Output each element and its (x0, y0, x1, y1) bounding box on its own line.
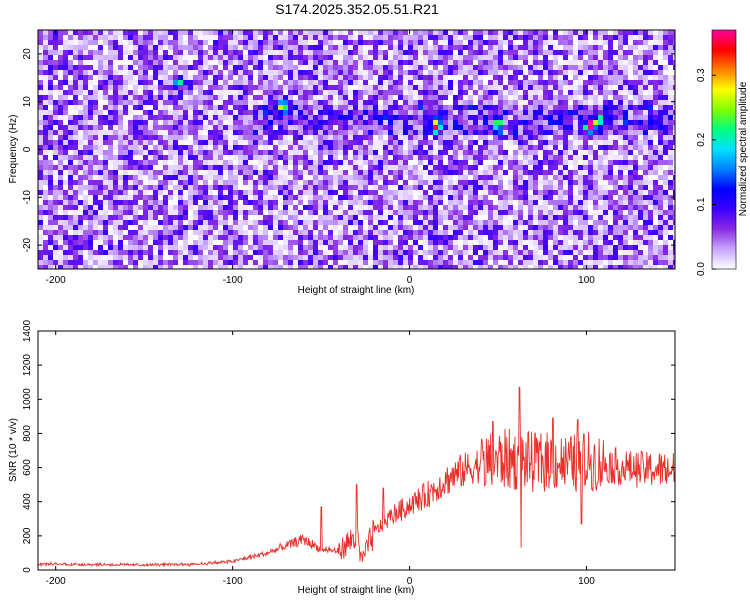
heatmap-x-tick-label: 0 (407, 275, 413, 286)
snr-y-label: SNR (10 * v/v) (8, 418, 19, 482)
chart-title: S174.2025.352.05.51.R21 (275, 1, 439, 17)
snr-y-tick-label: 1400 (22, 319, 33, 342)
colorbar-tick-label: 0.1 (696, 197, 707, 211)
snr-y-tick-label: 1200 (22, 354, 33, 377)
snr-x-tick-label: -100 (223, 576, 243, 587)
colorbar-scale (711, 29, 737, 270)
heatmap-y-ticks: -20 -10 0 10 20 (22, 48, 675, 252)
snr-panel: -200 -100 0 100 0 200 400 600 800 1000 1200 1400 H… (8, 319, 676, 596)
heatmap-x-tick-label: -100 (223, 275, 243, 286)
snr-y-tick-label: 400 (22, 493, 33, 510)
snr-y-tick-label: 1000 (22, 388, 33, 411)
colorbar-label: Normalized spectral amplitude (738, 81, 749, 216)
heatmap-y-tick-label: 20 (22, 48, 33, 60)
snr-x-tick-label: -200 (46, 576, 66, 587)
colorbar-tick-label: 0.2 (696, 132, 707, 146)
snr-y-ticks: 0 200 400 600 800 1000 1200 1400 (22, 319, 675, 573)
heatmap-x-tick-label: -200 (46, 275, 66, 286)
heatmap-y-tick-label: 10 (22, 96, 33, 108)
heatmap-x-label: Height of straight line (km) (298, 285, 415, 296)
snr-y-tick-label: 0 (22, 567, 33, 573)
heatmap-y-label: Frequency (Hz) (8, 115, 19, 184)
snr-x-label: Height of straight line (km) (298, 585, 415, 596)
heatmap-y-tick-label: -10 (22, 190, 33, 205)
colorbar-tick-label: 0.0 (696, 262, 707, 276)
snr-x-tick-label: 0 (407, 576, 413, 587)
heatmap-y-tick-label: -20 (22, 237, 33, 252)
heatmap-y-tick-label: 0 (22, 146, 33, 152)
snr-x-ticks: -200 -100 0 100 (46, 331, 595, 587)
colorbar-ticks: 0.0 0.1 0.2 0.3 (696, 68, 716, 276)
heatmap-x-tick-label: 100 (578, 275, 595, 286)
heatmap-cells (38, 30, 675, 269)
snr-y-tick-label: 600 (22, 459, 33, 476)
heatmap-x-ticks: -200 -100 0 100 (46, 30, 595, 286)
colorbar: 0.0 0.1 0.2 0.3 Normalized spectral amplitu… (696, 29, 749, 276)
snr-series-line (38, 386, 675, 568)
snr-y-tick-label: 800 (22, 425, 33, 442)
snr-x-tick-label: 100 (578, 576, 595, 587)
line-plot-frame (37, 330, 676, 571)
colorbar-tick-label: 0.3 (696, 68, 707, 82)
snr-y-tick-label: 200 (22, 527, 33, 544)
